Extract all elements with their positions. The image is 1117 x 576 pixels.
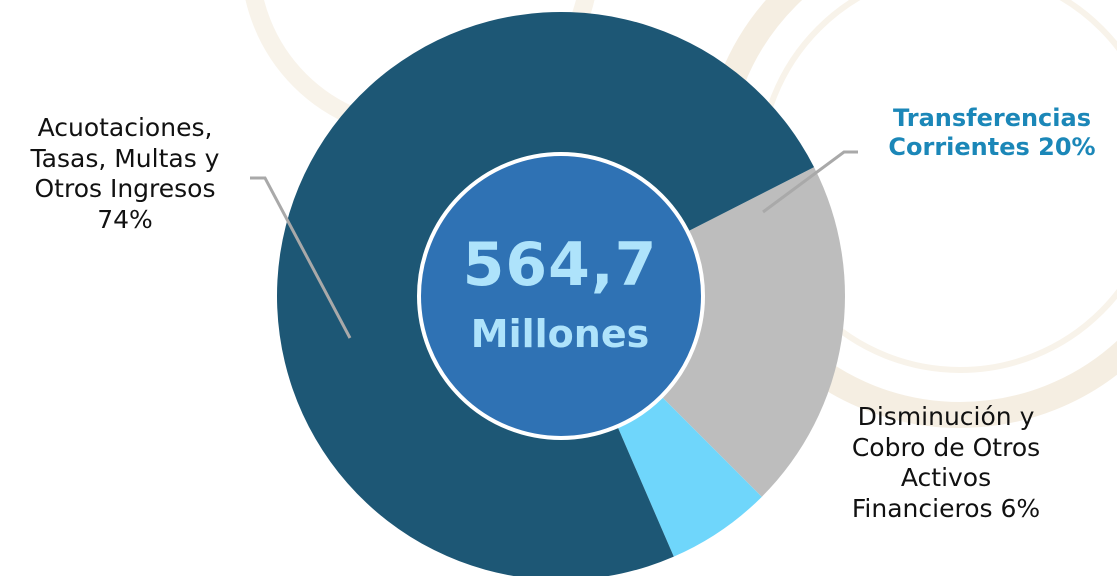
slice-label-transferencias: Transferencias Corrientes 20% [888, 104, 1096, 162]
slice-label-acuotaciones: Acuotaciones, Tasas, Multas y Otros Ingr… [30, 113, 220, 234]
slice-label-disminucion: Disminución y Cobro de Otros Activos Fin… [851, 402, 1041, 523]
center-circle [417, 152, 705, 440]
leader-line-transferencias [762, 150, 858, 214]
center-total-value: 564,7 [462, 230, 658, 300]
leader-line-acuotaciones [250, 176, 352, 339]
center-total-unit: Millones [470, 312, 650, 356]
slice-transferencias [561, 167, 845, 497]
